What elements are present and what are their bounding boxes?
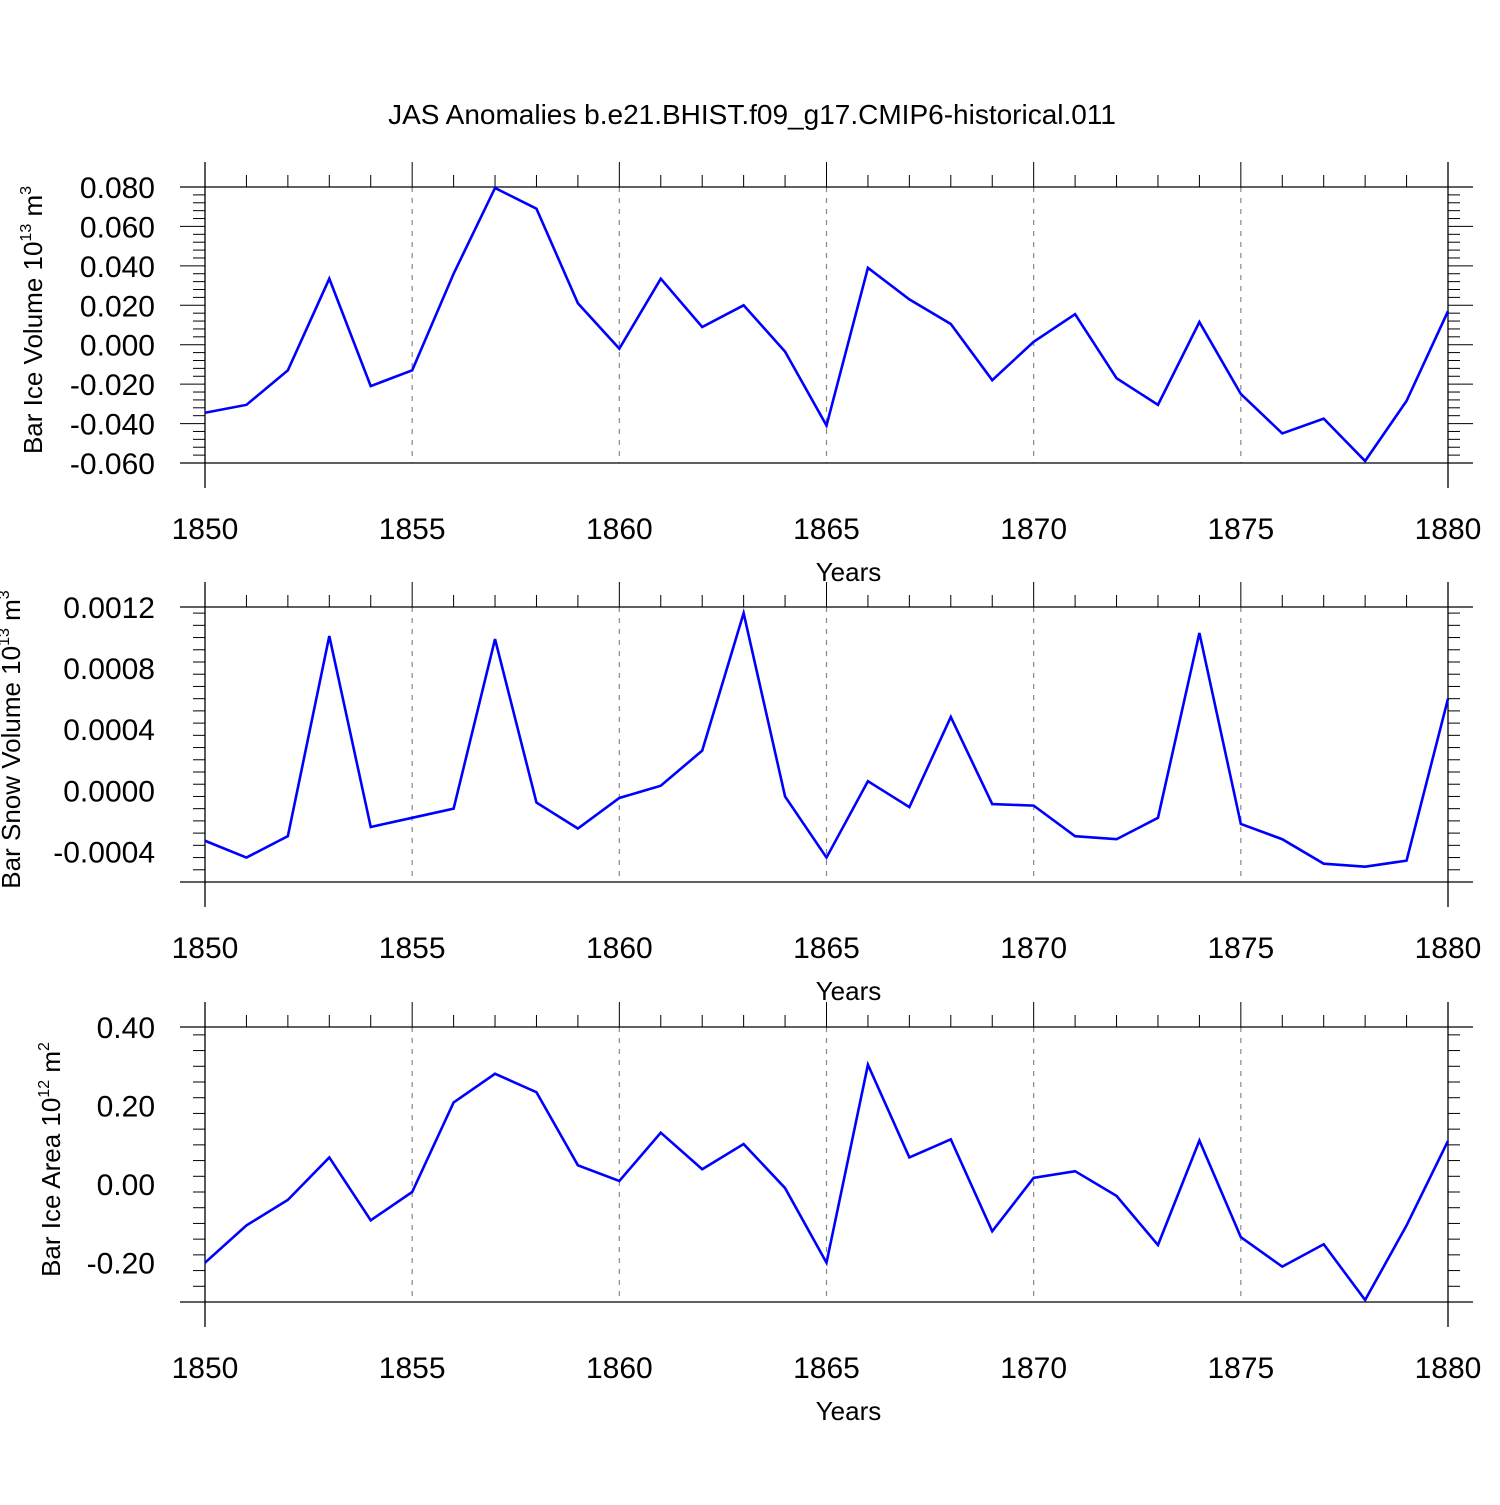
y-tick-label: -0.020 — [70, 369, 155, 402]
x-tick-label: 1865 — [793, 513, 860, 546]
y-tick-label: 0.0012 — [63, 592, 155, 625]
x-tick-label: 1880 — [1415, 513, 1482, 546]
y-axis-title-unit-exponent: 3 — [0, 590, 13, 599]
y-tick-label: 0.00 — [97, 1169, 155, 1202]
x-tick-label: 1860 — [586, 932, 653, 965]
y-axis-title-unit: m — [36, 1051, 66, 1080]
y-axis-title-unit: m — [0, 599, 26, 628]
y-tick-label: 0.0008 — [63, 653, 155, 686]
x-tick-label: 1875 — [1207, 513, 1274, 546]
x-tick-label: 1850 — [172, 1352, 239, 1385]
y-tick-label: 0.060 — [80, 211, 155, 244]
panel-2: 1850 1855 1860 1865 1870 1875 1880 -0.0004 0.000… — [0, 582, 1481, 1006]
y-tick-label: 0.40 — [97, 1012, 155, 1045]
panel-3: 1850 1855 1860 1865 1870 1875 1880 -0.20 0.00 0.2… — [36, 1002, 1481, 1426]
x-tick-label: 1855 — [379, 932, 446, 965]
x-tick-label: 1870 — [1000, 932, 1067, 965]
y-tick-label: 0.0000 — [63, 775, 155, 808]
y-axis-title-unit-exponent: 3 — [18, 186, 35, 195]
y-axis-title-exponent: 13 — [18, 224, 35, 242]
y-tick-label: 0.0004 — [63, 714, 155, 747]
y-tick-label: -0.060 — [70, 448, 155, 481]
y-tick-label: 0.000 — [80, 330, 155, 363]
x-tick-label: 1870 — [1000, 513, 1067, 546]
x-tick-label: 1875 — [1207, 1352, 1274, 1385]
x-tick-label: 1865 — [793, 1352, 860, 1385]
y-axis-title: Bar Ice Area 1012 m2 — [36, 1042, 66, 1277]
x-tick-label: 1855 — [379, 513, 446, 546]
y-tick-label: 0.080 — [80, 172, 155, 205]
x-axis-title: Years — [816, 1396, 882, 1426]
y-axis-title: Bar Snow Volume 1013 m3 — [0, 590, 26, 889]
y-tick-label: 0.040 — [80, 251, 155, 284]
y-tick-label: -0.040 — [70, 409, 155, 442]
y-axis-title-unit-exponent: 2 — [36, 1042, 53, 1051]
x-tick-label: 1880 — [1415, 932, 1482, 965]
x-tick-label: 1870 — [1000, 1352, 1067, 1385]
x-axis-title: Years — [816, 557, 882, 587]
figure-title: JAS Anomalies b.e21.BHIST.f09_g17.CMIP6-… — [388, 99, 1116, 130]
y-axis-title-unit: m — [18, 195, 48, 224]
x-tick-label: 1850 — [172, 513, 239, 546]
y-axis-title-main: Bar Snow Volume 10 — [0, 646, 26, 889]
x-tick-label: 1865 — [793, 932, 860, 965]
y-axis-title: Bar Ice Volume 1013 m3 — [18, 186, 48, 454]
x-tick-label: 1855 — [379, 1352, 446, 1385]
y-tick-label: 0.20 — [97, 1091, 155, 1124]
x-tick-label: 1850 — [172, 932, 239, 965]
y-tick-label: -0.20 — [87, 1248, 155, 1281]
y-tick-label: 0.020 — [80, 290, 155, 323]
x-tick-label: 1860 — [586, 513, 653, 546]
panel-1: 1850 1855 1860 1865 1870 1875 1880 -0.060 -0.040… — [18, 162, 1481, 587]
y-tick-label: -0.0004 — [53, 836, 155, 869]
x-axis-title: Years — [816, 976, 882, 1006]
y-axis-title-exponent: 12 — [36, 1080, 53, 1098]
x-tick-label: 1860 — [586, 1352, 653, 1385]
y-axis-title-exponent: 13 — [0, 628, 13, 646]
y-axis-title-main: Bar Ice Area 10 — [36, 1098, 66, 1277]
panels-group: 1850 1855 1860 1865 1870 1875 1880 -0.060 -0.040… — [0, 162, 1481, 1426]
x-tick-label: 1880 — [1415, 1352, 1482, 1385]
y-axis-title-main: Bar Ice Volume 10 — [18, 242, 48, 454]
x-tick-label: 1875 — [1207, 932, 1274, 965]
